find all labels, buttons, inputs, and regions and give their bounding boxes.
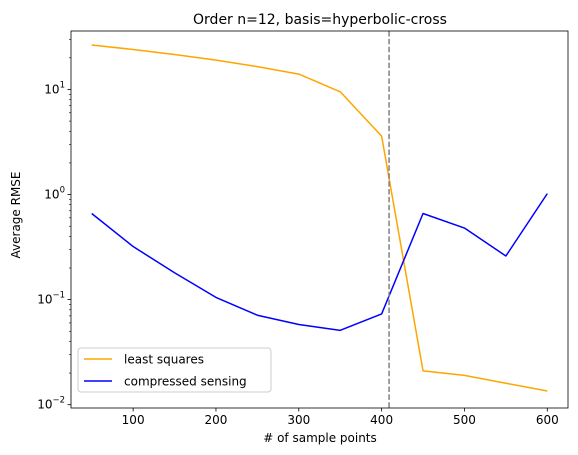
y-tick-label: 101 <box>44 80 65 96</box>
series-line-least-squares <box>91 44 548 392</box>
series-line-compressed-sensing <box>91 193 548 332</box>
y-tick-label: 10−1 <box>37 291 65 307</box>
x-tick-label: 300 <box>287 413 310 427</box>
legend-label-compressed-sensing: compressed sensing <box>124 375 247 389</box>
legend-box <box>77 347 272 393</box>
y-tick-label: 10−2 <box>37 396 65 412</box>
plot-area <box>91 31 548 408</box>
legend-label-least-squares: least squares <box>124 353 204 367</box>
chart-title: Order n=12, basis=hyperbolic-cross <box>193 12 447 28</box>
legend: least squares compressed sensing <box>77 347 272 393</box>
x-tick-label: 400 <box>370 413 393 427</box>
x-tick-label: 600 <box>536 413 559 427</box>
axes-frame <box>70 30 569 409</box>
x-tick-label: 500 <box>453 413 476 427</box>
axes: 100 200 300 400 500 600 10−2 10−1 100 101 <box>37 30 569 427</box>
x-tick-label: 200 <box>205 413 228 427</box>
x-axis-label: # of sample points <box>263 431 377 445</box>
y-axis-label: Average RMSE <box>9 172 23 259</box>
y-tick-label: 100 <box>44 186 65 202</box>
x-tick-label: 100 <box>122 413 145 427</box>
